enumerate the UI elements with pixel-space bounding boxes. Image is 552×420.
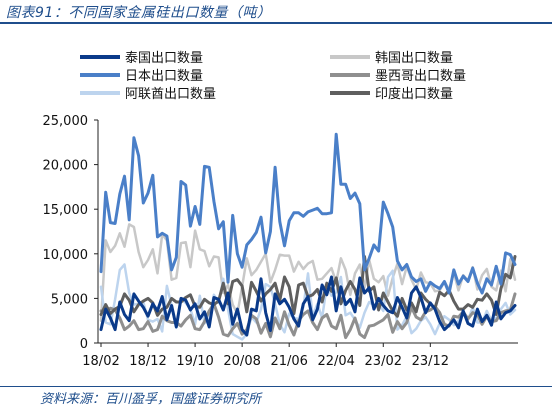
legend-label-4: 墨西哥出口数量 <box>375 69 466 84</box>
legend-label-2: 韩国出口数量 <box>375 51 453 66</box>
y-tick-label: 20,000 <box>43 159 89 174</box>
legend-label-6: 印度出口数量 <box>375 86 453 102</box>
series-line-4 <box>99 292 517 340</box>
chart-title: 图表91：不同国家金属硅出口数量（吨） <box>6 5 272 21</box>
y-tick-label: 5,000 <box>51 292 88 307</box>
x-tick-label: 23/12 <box>412 354 449 369</box>
y-tick-label: 10,000 <box>43 248 89 263</box>
series-line-1 <box>99 275 517 337</box>
legend-label-3: 日本出口数量 <box>125 69 203 84</box>
y-tick-labels: 25,000 20,000 15,000 10,000 5,000 0 <box>43 114 98 352</box>
x-tick-label: 18/02 <box>82 354 119 369</box>
y-tick-label: 25,000 <box>43 114 89 129</box>
source-divider <box>0 386 552 387</box>
x-tick-label: 22/04 <box>317 354 354 369</box>
source-note: 资料来源：百川盈孚，国盛证券研究所 <box>40 392 262 407</box>
x-tick-label: 20/08 <box>223 354 260 369</box>
x-tick-label: 18/12 <box>129 354 166 369</box>
chart-axes <box>97 120 518 344</box>
plot-area <box>99 132 517 341</box>
legend-label-5: 阿联酋出口数量 <box>125 86 216 102</box>
series-line-3 <box>99 132 517 295</box>
legend-label-1: 泰国出口数量 <box>125 51 203 66</box>
x-tick-label: 23/02 <box>365 354 402 369</box>
x-tick-labels: 18/02 18/12 19/10 20/08 21/06 22/04 23/02 23/12 <box>82 343 449 369</box>
title-divider <box>0 22 552 24</box>
x-tick-label: 19/10 <box>176 354 213 369</box>
y-tick-label: 0 <box>80 337 88 352</box>
y-tick-label: 15,000 <box>43 203 89 218</box>
x-tick-label: 21/06 <box>270 354 307 369</box>
